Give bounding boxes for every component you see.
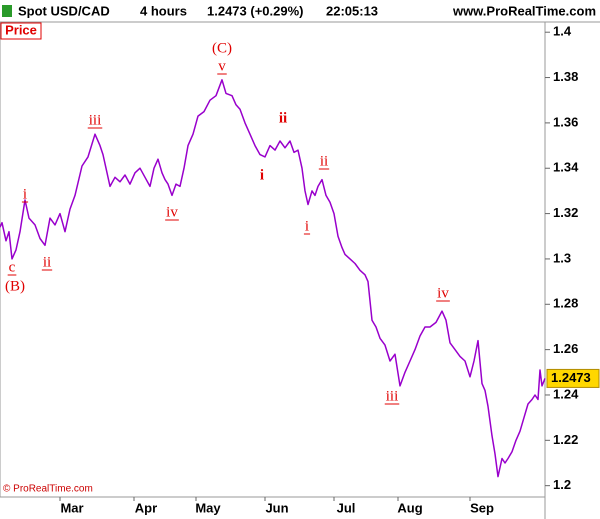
last-value-box [546, 368, 600, 388]
wave-label: iii [89, 112, 102, 128]
wave-label: ii [320, 153, 328, 169]
panel-label: Price [5, 22, 37, 37]
wave-label: iii [386, 388, 399, 404]
wave-label: i [260, 167, 264, 183]
y-tick-label: 1.24 [553, 386, 579, 401]
quote: 1.2473 (+0.29%) [207, 3, 303, 18]
x-tick-label: Apr [135, 500, 157, 515]
time: 22:05:13 [326, 3, 378, 18]
wave-label: i [305, 218, 309, 234]
y-tick-label: 1.22 [553, 432, 578, 447]
wave-label: c [9, 259, 16, 275]
y-tick-label: 1.38 [553, 69, 578, 84]
wave-label: (C) [212, 40, 232, 56]
wave-label: iv [166, 204, 178, 220]
wave-label: ii [43, 254, 51, 270]
x-tick-label: May [195, 500, 221, 515]
y-tick-label: 1.4 [553, 24, 572, 39]
plot-area [0, 21, 546, 498]
y-tick-label: 1.28 [553, 296, 578, 311]
wave-label: v [218, 58, 226, 74]
x-tick-label: Mar [60, 500, 83, 515]
y-tick-label: 1.3 [553, 250, 571, 265]
symbol: Spot USD/CAD [18, 3, 110, 18]
wave-label: (B) [5, 278, 25, 294]
y-tick-label: 1.2 [553, 477, 571, 492]
wave-label: ii [279, 110, 287, 126]
copyright: © ProRealTime.com [3, 484, 93, 495]
x-tick-label: Jun [265, 500, 288, 515]
wave-label: i [23, 186, 27, 202]
candle-icon [2, 5, 12, 17]
price-line [0, 79, 546, 478]
x-tick-label: Jul [337, 500, 356, 515]
x-tick-label: Aug [397, 500, 422, 515]
wave-label: iv [437, 285, 449, 301]
y-tick-label: 1.34 [553, 160, 579, 175]
timeframe: 4 hours [140, 3, 187, 18]
y-tick-label: 1.32 [553, 205, 578, 220]
y-tick-label: 1.26 [553, 341, 578, 356]
site: www.ProRealTime.com [452, 3, 596, 18]
y-tick-label: 1.36 [553, 114, 578, 129]
panel-label-box [0, 22, 42, 40]
x-tick-label: Sep [470, 500, 494, 515]
last-value-label: 1.2473 [551, 370, 591, 385]
